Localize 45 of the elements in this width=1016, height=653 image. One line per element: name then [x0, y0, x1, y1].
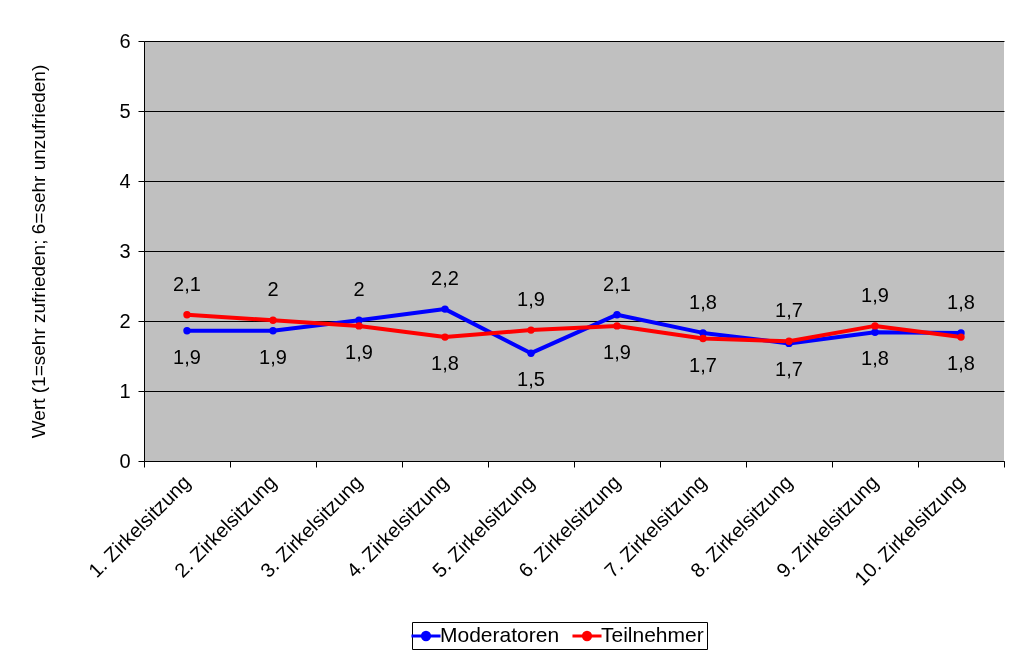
data-label: 2,2	[431, 267, 459, 290]
legend-label: Moderatoren	[440, 623, 560, 646]
data-label: 1,9	[259, 345, 287, 368]
y-tick-label: 3	[119, 239, 131, 262]
y-tick-label: 1	[119, 379, 131, 402]
y-axis-title: Wert (1=sehr zufrieden; 6=sehr unzufrieden)	[28, 64, 50, 439]
y-tick-label: 4	[119, 169, 131, 192]
point	[183, 311, 191, 319]
data-label: 2	[353, 278, 365, 301]
point	[441, 305, 449, 313]
point	[871, 322, 879, 330]
data-label: 1,9	[603, 340, 631, 363]
y-tick-label: 6	[119, 29, 131, 52]
data-label: 1,7	[775, 299, 803, 322]
point	[613, 322, 621, 330]
point	[269, 327, 277, 335]
point	[527, 349, 535, 357]
data-label: 1,9	[345, 340, 373, 363]
point	[183, 327, 191, 335]
y-tick-label: 0	[119, 449, 131, 472]
data-label: 1,8	[947, 290, 975, 313]
y-tick-label: 5	[119, 99, 131, 122]
y-tick-label: 2	[119, 309, 131, 332]
point	[871, 328, 879, 336]
point	[527, 326, 535, 334]
point	[613, 311, 621, 319]
data-label: 1,7	[689, 353, 717, 376]
point	[269, 316, 277, 324]
point	[699, 334, 707, 343]
data-label: 2,1	[173, 272, 201, 295]
data-label: 1,9	[173, 345, 201, 368]
point	[441, 333, 449, 341]
data-label: 2	[267, 278, 279, 301]
data-label: 1,5	[517, 368, 545, 391]
data-label: 1,9	[861, 283, 889, 306]
legend-label: Teilnehmer	[601, 623, 704, 646]
data-label: 1,8	[689, 290, 717, 313]
data-label: 1,9	[517, 288, 545, 311]
point	[355, 322, 363, 330]
data-label: 2,1	[603, 272, 631, 295]
data-label: 1,8	[947, 352, 975, 375]
data-label: 1,8	[431, 352, 459, 375]
data-label: 1,8	[861, 347, 889, 370]
point	[957, 333, 965, 341]
data-label: 1,7	[775, 358, 803, 381]
